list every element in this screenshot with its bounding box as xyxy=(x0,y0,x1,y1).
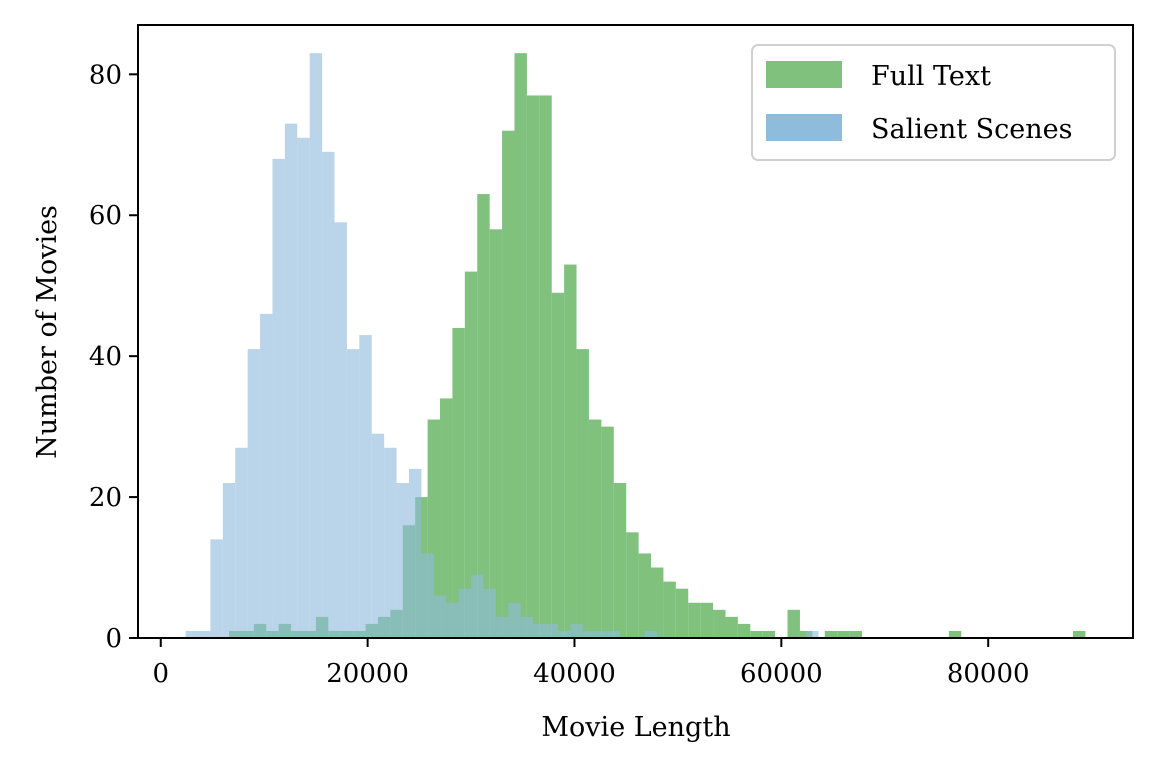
legend-swatch-salient-scenes xyxy=(766,114,842,141)
full-text-bar-35 xyxy=(663,581,676,638)
plot-frame xyxy=(137,24,1134,639)
y-axis-ticks: 0 20 40 60 80 xyxy=(89,60,138,654)
salient-scenes-bar-15 xyxy=(371,433,385,638)
salient-scenes-bar-16 xyxy=(384,447,397,638)
full-text-bar-17 xyxy=(440,398,453,638)
full-text-bar-51 xyxy=(948,630,962,638)
salient-scenes-bar-6 xyxy=(260,313,273,638)
salient-scenes-bar-1 xyxy=(197,630,211,638)
salient-scenes-bar-28 xyxy=(533,623,546,638)
full-text-bar-22 xyxy=(502,130,515,638)
full-text-bar-20 xyxy=(477,194,490,638)
salient-scenes-bar-30 xyxy=(557,630,571,638)
full-text-bar-19 xyxy=(464,271,478,638)
salient-scenes-bar-24 xyxy=(483,588,496,638)
full-text-bar-36 xyxy=(675,588,689,638)
full-text-bar-33 xyxy=(638,553,652,638)
full-text-bar-27 xyxy=(564,264,577,638)
salient-scenes-bar-27 xyxy=(520,616,534,638)
full-text-bar-43 xyxy=(762,630,776,638)
salient-scenes-bar-20 xyxy=(433,595,447,638)
legend-label-full-text: Full Text xyxy=(871,61,991,92)
y-tick-label-3: 60 xyxy=(89,201,122,231)
salient-scenes-bar-22 xyxy=(458,588,472,638)
full-text-bar-30 xyxy=(601,426,614,638)
salient-scenes-bar-10 xyxy=(309,53,323,639)
salient-scenes-bar-4 xyxy=(235,447,248,638)
y-tick-label-0: 0 xyxy=(105,624,122,654)
full-text-bar-45 xyxy=(787,609,800,638)
y-axis-title: Number of Movies xyxy=(32,205,63,459)
full-text-bar-52 xyxy=(1073,630,1086,638)
legend: Full Text Salient Scenes xyxy=(751,44,1116,161)
salient-scenes-bar-26 xyxy=(508,602,521,638)
full-text-bar-23 xyxy=(514,53,527,639)
salient-scenes-bar-19 xyxy=(421,553,434,638)
y-tick-label-4: 80 xyxy=(89,60,122,90)
salient-scenes-bar-9 xyxy=(297,137,310,639)
salient-scenes-bar-23 xyxy=(471,574,484,638)
x-tick-label-1: 20000 xyxy=(326,659,409,689)
salient-scenes-bar-7 xyxy=(272,158,285,638)
salient-scenes-bar-29 xyxy=(545,623,558,638)
salient-scenes-bar-50 xyxy=(806,630,819,638)
full-text-bar-41 xyxy=(737,623,751,638)
full-text-bar-21 xyxy=(489,229,503,638)
salient-scenes-bar-37 xyxy=(644,630,658,638)
full-text-bar-42 xyxy=(750,630,763,638)
x-tick-label-4: 80000 xyxy=(947,659,1030,689)
salient-scenes-bar-25 xyxy=(495,616,509,638)
full-text-bar-28 xyxy=(576,349,589,638)
x-axis-ticks: 0 20000 40000 60000 80000 xyxy=(152,638,1030,689)
salient-scenes-bar-13 xyxy=(346,349,360,638)
salient-scenes-bar-31 xyxy=(570,623,583,638)
x-tick-label-3: 60000 xyxy=(740,659,823,689)
full-text-bar-24 xyxy=(526,95,540,638)
legend-frame xyxy=(751,44,1116,161)
salient-scenes-bar-34 xyxy=(607,630,620,638)
full-text-bar-50 xyxy=(849,630,863,638)
salient-scenes-bar-18 xyxy=(408,468,422,638)
salient-scenes-bar-0 xyxy=(185,630,198,638)
x-tick-label-0: 0 xyxy=(152,659,169,689)
full-text-bar-40 xyxy=(725,616,738,638)
legend-swatch-full-text xyxy=(766,61,842,88)
full-text-bar-39 xyxy=(713,609,726,638)
salient-scenes-bar-11 xyxy=(322,151,335,638)
full-text-bar-25 xyxy=(539,95,552,638)
salient-scenes-bar-2 xyxy=(210,539,223,638)
full-text-bar-31 xyxy=(613,482,627,638)
full-text-bar-18 xyxy=(452,327,465,638)
full-text-bar-46 xyxy=(799,630,813,638)
salient-scenes-bars xyxy=(185,53,819,639)
full-text-bar-34 xyxy=(651,567,664,638)
salient-scenes-bar-32 xyxy=(582,630,596,638)
salient-scenes-bar-17 xyxy=(396,482,409,638)
salient-scenes-bar-8 xyxy=(284,123,298,638)
salient-scenes-bar-5 xyxy=(247,349,261,638)
salient-scenes-bar-21 xyxy=(446,602,459,638)
y-tick-label-2: 40 xyxy=(89,342,122,372)
salient-scenes-bar-33 xyxy=(595,630,608,638)
full-text-bar-29 xyxy=(588,419,602,638)
full-text-bar-38 xyxy=(700,602,714,638)
full-text-bar-49 xyxy=(837,630,850,638)
full-text-bar-32 xyxy=(626,532,639,638)
full-text-bar-26 xyxy=(551,292,565,638)
full-text-bar-48 xyxy=(824,630,838,638)
x-axis-title: Movie Length xyxy=(541,712,730,743)
salient-scenes-bar-12 xyxy=(334,222,347,639)
y-tick-label-1: 20 xyxy=(89,483,122,513)
salient-scenes-bar-3 xyxy=(222,482,236,638)
full-text-bar-37 xyxy=(688,602,701,638)
full-text-bar-1 xyxy=(241,630,254,638)
salient-scenes-bar-14 xyxy=(359,335,372,638)
legend-label-salient-scenes: Salient Scenes xyxy=(871,114,1073,145)
x-tick-label-2: 40000 xyxy=(533,659,616,689)
